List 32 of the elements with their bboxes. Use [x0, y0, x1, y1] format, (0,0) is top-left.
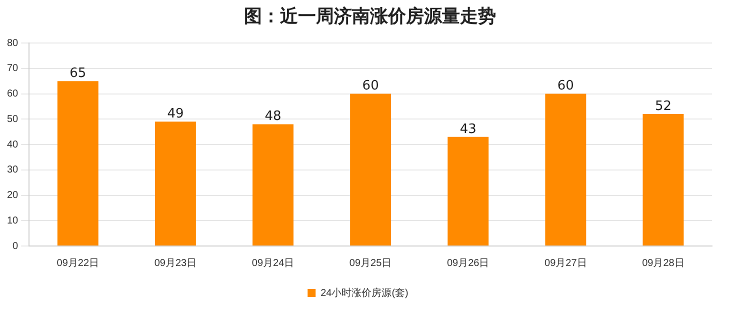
x-tick-label: 09月26日: [446, 258, 490, 269]
data-label: 43: [460, 122, 476, 137]
data-label: 52: [654, 98, 672, 114]
bar: [57, 81, 98, 246]
bar: [350, 94, 392, 246]
y-tick-label: 40: [7, 139, 19, 150]
x-tick-label: 09月22日: [56, 258, 100, 269]
chart-title: 图：近一周济南涨价房源量走势: [243, 5, 497, 29]
bar: [252, 124, 294, 246]
bar: [642, 114, 684, 246]
data-label: 49: [167, 106, 184, 122]
y-tick-label: 0: [12, 240, 19, 252]
data-label: 48: [264, 109, 282, 124]
x-tick-label: 09月24日: [252, 258, 294, 269]
y-tick-label: 60: [7, 88, 19, 100]
data-label: 60: [557, 78, 574, 94]
bar: [154, 122, 196, 246]
bar: [545, 94, 586, 246]
y-tick-label: 80: [7, 38, 19, 49]
x-tick-label: 09月25日: [349, 258, 392, 269]
data-label: 65: [70, 66, 86, 81]
y-tick-label: 50: [7, 114, 19, 125]
y-tick-label: 70: [7, 63, 19, 74]
x-tick-label: 09月28日: [642, 258, 684, 269]
x-tick-label: 09月23日: [154, 258, 197, 269]
legend-label: 24小时涨价房源(套): [320, 286, 408, 299]
y-tick-label: 20: [7, 190, 19, 201]
data-label: 60: [362, 78, 379, 94]
x-tick-label: 09月27日: [544, 258, 587, 269]
y-tick-label: 10: [7, 215, 19, 226]
bar: [448, 136, 489, 246]
y-tick-label: 30: [7, 164, 19, 176]
